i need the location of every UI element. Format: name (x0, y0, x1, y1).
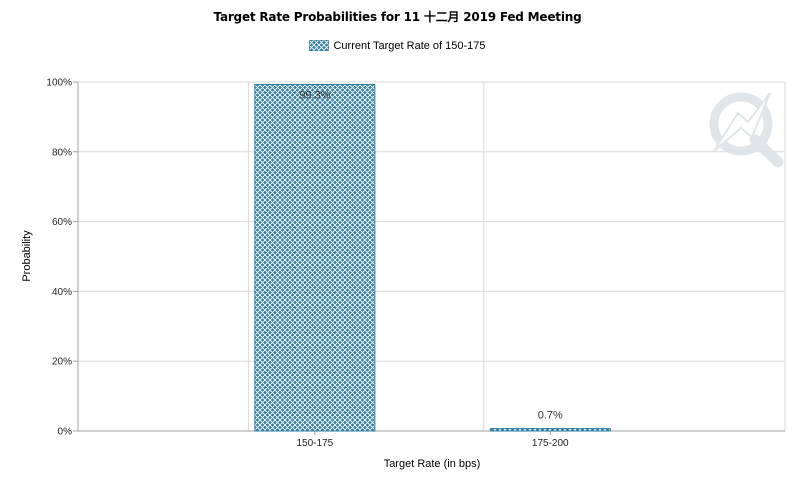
y-axis-label: Probability (21, 230, 33, 282)
legend-swatch (309, 40, 330, 51)
y-tick-label: 60% (52, 217, 72, 228)
labels: 0% 20% 40% 60% 80% 100% 150-175 99.3% 175-200 0.7… (46, 78, 569, 450)
x-axis-label: Target Rate (in bps) (384, 458, 481, 470)
bar-150-175 (254, 83, 376, 432)
bar-175-200 (489, 428, 611, 432)
y-tick-label: 100% (46, 78, 72, 89)
data-label: 0.7% (538, 410, 563, 422)
y-tick-label: 20% (52, 357, 72, 368)
axes (73, 81, 785, 435)
x-tick-label: 150-175 (296, 438, 333, 449)
bars (254, 83, 611, 432)
grid-lines (78, 81, 786, 432)
x-tick-label: 175-200 (532, 438, 569, 449)
y-tick-label: 40% (52, 287, 72, 298)
watermark-logo-icon (709, 92, 784, 168)
chart-title: Target Rate Probabilities for 11 十二月 201… (213, 10, 582, 24)
y-tick-label: 80% (52, 147, 72, 158)
data-label: 99.3% (299, 89, 330, 101)
legend-label: Current Target Rate of 150-175 (333, 40, 486, 52)
legend: Current Target Rate of 150-175 (0, 40, 795, 52)
y-tick-label: 0% (58, 427, 73, 438)
